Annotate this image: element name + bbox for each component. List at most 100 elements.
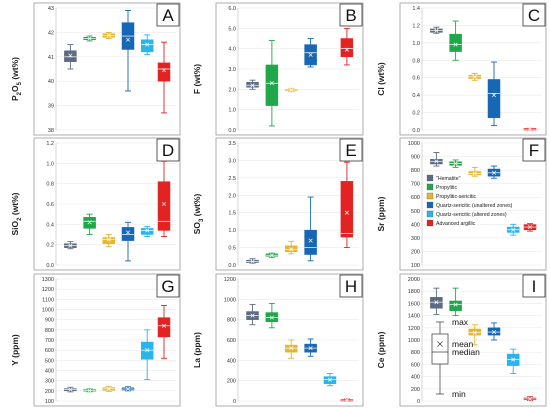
box-propylitic bbox=[83, 388, 96, 393]
y-tick-label: 0.2 bbox=[412, 111, 420, 117]
panel-frame bbox=[399, 137, 547, 271]
y-axis-label: SiO2 (wt%) bbox=[10, 192, 23, 235]
y-tick-label: 800 bbox=[45, 328, 54, 334]
y-tick-label: 1000 bbox=[408, 338, 420, 344]
panel-f: 100 200 300 400 500 600 700 800 900 1000 Sr (ppm) F… bbox=[376, 137, 547, 271]
box-iqr bbox=[246, 81, 259, 88]
y-tick-label: 800 bbox=[227, 318, 236, 324]
y-tick-label: 1.0 bbox=[412, 41, 420, 47]
y-tick-label: 0.5 bbox=[228, 246, 236, 252]
box--hematite- bbox=[64, 44, 77, 70]
y-tick-label: 400 bbox=[411, 375, 420, 381]
box-propylitic bbox=[449, 20, 462, 61]
panel-i: 0 200 400 600 800 1000 1200 1400 1600 1800 2000 Ce … bbox=[376, 273, 547, 407]
y-axis-label: Sr (ppm) bbox=[376, 196, 386, 231]
box--hematite- bbox=[64, 386, 77, 393]
box-quartz-sericitic-altered-zones- bbox=[140, 225, 154, 237]
y-tick-label: 600 bbox=[227, 338, 236, 344]
y-tick-label: 600 bbox=[411, 195, 420, 201]
box-iqr bbox=[487, 79, 501, 119]
y-tick-label: 3.0 bbox=[228, 158, 236, 164]
y-tick-label: 43 bbox=[48, 6, 54, 12]
box-propylitic-sericitic bbox=[468, 324, 482, 346]
y-tick-label: 1000 bbox=[224, 297, 236, 303]
mean-marker bbox=[125, 386, 131, 392]
box-quartz-sericitic-altered-zones- bbox=[140, 34, 154, 55]
box--hematite- bbox=[246, 258, 259, 264]
panel-letter: B bbox=[345, 6, 356, 25]
y-tick-label: 0.4 bbox=[46, 222, 54, 228]
legend-label: Propylitic bbox=[436, 185, 457, 191]
box-advanced-argillic bbox=[523, 127, 537, 132]
key-mean-marker bbox=[437, 341, 443, 347]
box-iqr bbox=[304, 229, 317, 255]
mean-marker bbox=[453, 42, 458, 47]
key-min-label: min bbox=[452, 389, 466, 399]
y-tick-label: 1200 bbox=[42, 287, 54, 293]
y-tick-label: 1400 bbox=[408, 314, 420, 320]
y-tick-label: 0.2 bbox=[46, 243, 54, 249]
mean-marker bbox=[68, 53, 73, 58]
box-iqr bbox=[340, 181, 354, 238]
box--hematite- bbox=[246, 79, 259, 90]
box-iqr bbox=[157, 62, 171, 82]
mean-marker bbox=[106, 386, 111, 391]
box-advanced-argillic bbox=[157, 304, 171, 359]
y-tick-label: 0.0 bbox=[46, 263, 54, 269]
box--hematite- bbox=[430, 26, 443, 34]
panel-letter-box bbox=[522, 138, 546, 162]
y-tick-label: 4.0 bbox=[228, 47, 236, 53]
y-tick-label: 0 bbox=[417, 399, 420, 405]
panel-a: 38 39 40 41 42 43 P2O5 (wt%) A bbox=[10, 2, 181, 136]
box-quartz-sericitic-altered-zones- bbox=[506, 223, 520, 236]
y-tick-label: 1000 bbox=[42, 308, 54, 314]
panel-letter-box bbox=[156, 3, 180, 27]
box-quartz-sericitic-unaltered-zones- bbox=[121, 9, 135, 92]
legend-swatch bbox=[426, 174, 434, 182]
legend-label: Quartz-sericitic (unaltered zones) bbox=[436, 203, 513, 209]
y-tick-label: 1200 bbox=[408, 326, 420, 332]
mean-marker bbox=[472, 330, 477, 335]
y-tick-label: 0.0 bbox=[228, 128, 236, 134]
mean-marker bbox=[491, 93, 497, 98]
box-propylitic-sericitic bbox=[102, 385, 116, 392]
y-tick-label: 400 bbox=[227, 358, 236, 364]
y-tick-label: 1100 bbox=[42, 297, 54, 303]
panel-letter-box bbox=[339, 274, 363, 298]
box-iqr bbox=[449, 33, 462, 52]
box--hematite- bbox=[246, 303, 259, 326]
y-tick-label: 0.6 bbox=[412, 76, 420, 82]
y-tick-label: 0.4 bbox=[412, 93, 420, 99]
mean-marker bbox=[87, 220, 92, 225]
box-iqr bbox=[487, 327, 501, 336]
y-tick-label: 900 bbox=[411, 155, 420, 161]
box-iqr bbox=[265, 64, 279, 106]
y-tick-label: 400 bbox=[411, 222, 420, 228]
box-quartz-sericitic-unaltered-zones- bbox=[304, 196, 317, 262]
panel-letter-box bbox=[156, 138, 180, 162]
mean-marker bbox=[434, 300, 439, 305]
key-median-label: median bbox=[452, 347, 480, 357]
y-axis-label: La (ppm) bbox=[192, 332, 202, 368]
y-tick-label: 1000 bbox=[408, 141, 420, 147]
box-iqr bbox=[157, 317, 171, 338]
mean-marker bbox=[106, 237, 111, 242]
box-quartz-sericitic-altered-zones- bbox=[323, 373, 337, 387]
box-propylitic bbox=[265, 252, 279, 258]
y-tick-label: 300 bbox=[411, 236, 420, 242]
panel-letter: A bbox=[162, 6, 174, 25]
y-tick-label: 42 bbox=[48, 30, 54, 36]
box-quartz-sericitic-unaltered-zones- bbox=[304, 38, 317, 68]
box-quartz-sericitic-altered-zones- bbox=[140, 329, 154, 381]
y-tick-label: 1300 bbox=[42, 277, 54, 283]
legend-swatch bbox=[426, 201, 434, 209]
box-propylitic bbox=[83, 213, 96, 235]
y-tick-label: 0.0 bbox=[228, 263, 236, 269]
mean-marker bbox=[145, 348, 150, 353]
mean-marker bbox=[68, 387, 73, 392]
mean-marker bbox=[472, 74, 477, 79]
panel-letter: F bbox=[529, 141, 539, 160]
box-advanced-argillic bbox=[340, 27, 354, 66]
y-tick-label: 1.0 bbox=[46, 161, 54, 167]
